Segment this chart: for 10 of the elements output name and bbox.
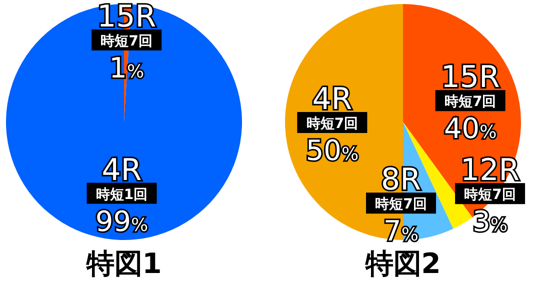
data-label: 3% <box>472 205 508 238</box>
slice-label: 4R 時短7回 <box>306 82 358 132</box>
data-label: 40% <box>444 112 497 146</box>
data-label: 50% <box>306 134 359 167</box>
text: 特図2 <box>364 246 442 282</box>
text: 特図1 <box>85 246 163 282</box>
pie-slice <box>6 4 242 240</box>
slice-label: 15R 時短7回 <box>440 60 500 110</box>
slice-label: 4R 時短1回 <box>96 152 148 203</box>
data-label: 99% <box>95 204 148 238</box>
